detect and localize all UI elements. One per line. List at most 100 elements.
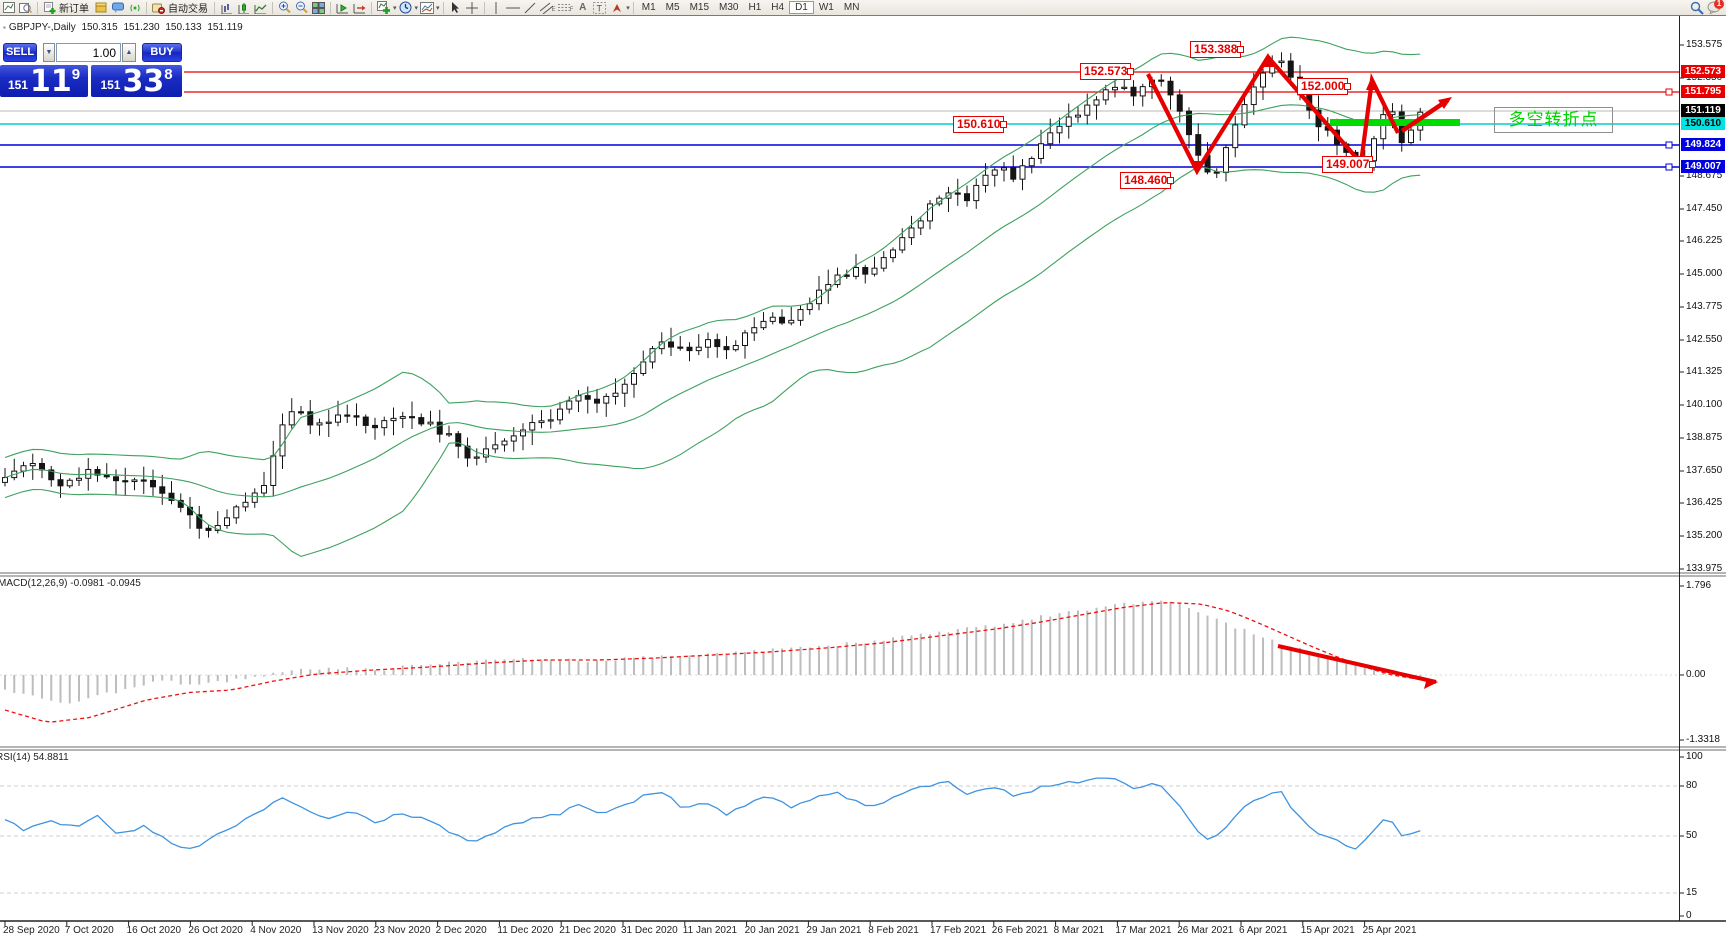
- buy-price-box[interactable]: 151 33 8: [91, 65, 182, 97]
- new-order-icon[interactable]: [41, 1, 58, 15]
- new-order-button[interactable]: 新订单: [59, 4, 89, 15]
- date-tick-label: 13 Nov 2020: [312, 925, 369, 936]
- line-handle: [1665, 88, 1673, 96]
- timeframe-button-m15[interactable]: M15: [689, 2, 710, 13]
- trend-zigzag: [1146, 53, 1400, 176]
- callout-handle[interactable]: [1000, 121, 1008, 128]
- macd-signal-line: [4, 602, 1421, 723]
- rsi-axis-label: 80: [1686, 780, 1698, 791]
- volume-input[interactable]: [56, 43, 121, 62]
- timeframe-button-w1[interactable]: W1: [818, 2, 834, 13]
- timeframe-button-h4[interactable]: H4: [771, 2, 785, 13]
- line-chart-icon[interactable]: [252, 1, 269, 15]
- price-badge: 151.119: [1681, 104, 1725, 117]
- callout-handle[interactable]: [1127, 68, 1135, 75]
- date-tick-label: 17 Mar 2021: [1115, 925, 1172, 936]
- date-tick-label: 23 Nov 2020: [373, 925, 431, 936]
- date-tick-label: 26 Feb 2021: [991, 925, 1048, 936]
- chart-window-icon[interactable]: [0, 1, 17, 15]
- chart-shift-icon[interactable]: [351, 1, 368, 15]
- timeframe-button-m5[interactable]: M5: [665, 2, 680, 13]
- sell-price-box[interactable]: 151 11 9: [0, 65, 88, 97]
- bar-chart-icon[interactable]: [218, 1, 235, 15]
- price-tick-label: 135.200: [1686, 530, 1723, 541]
- price-callout-object[interactable]: 148.460: [1120, 172, 1175, 189]
- toolbar-separator: [632, 1, 634, 14]
- equidistant-channel-icon[interactable]: E: [539, 1, 557, 15]
- date-tick-label: 28 Sep 2020: [3, 925, 60, 936]
- zoom-in-icon[interactable]: [276, 1, 293, 15]
- date-tick-label: 11 Jan 2021: [682, 925, 738, 936]
- add-indicator-icon[interactable]: [375, 1, 392, 15]
- templates-icon[interactable]: [418, 1, 435, 15]
- autotrade-button[interactable]: 自动交易: [168, 4, 208, 15]
- chart-preview-icon[interactable]: [17, 1, 34, 15]
- search-icon[interactable]: [1688, 1, 1705, 15]
- price-badge: 149.007: [1681, 160, 1725, 173]
- zigzag-arrowhead: [1191, 161, 1203, 175]
- buy-price-sup: 8: [164, 66, 173, 83]
- timeframe-button-h1[interactable]: H1: [748, 2, 762, 13]
- price-tick-label: 142.550: [1686, 334, 1723, 345]
- timeframe-button-mn[interactable]: MN: [843, 2, 860, 13]
- auto-scroll-icon[interactable]: [334, 1, 351, 15]
- text-tool-icon[interactable]: A: [579, 2, 587, 13]
- notification-count-badge: 1: [1714, 0, 1724, 9]
- crosshair-icon[interactable]: [464, 1, 481, 15]
- callout-handle[interactable]: [1237, 46, 1245, 53]
- cursor-icon[interactable]: [447, 1, 464, 15]
- buy-button[interactable]: BUY: [142, 43, 182, 62]
- symbol-name: GBPJPY-,Daily: [8, 22, 76, 33]
- arrows-dropdown-icon[interactable]: ▾: [626, 4, 630, 12]
- tile-windows-icon[interactable]: [310, 1, 327, 15]
- community-chat-icon[interactable]: [109, 1, 126, 15]
- sell-button[interactable]: SELL: [3, 43, 37, 62]
- periods-clock-icon[interactable]: [397, 1, 414, 15]
- volume-up-stepper[interactable]: ▲: [122, 43, 136, 62]
- notifications-icon[interactable]: 1: [1705, 0, 1724, 15]
- callout-handle[interactable]: [1167, 177, 1175, 184]
- signal-icon[interactable]: [126, 1, 143, 15]
- candles-layer: [2, 36, 1424, 558]
- templates-dropdown-icon[interactable]: ▾: [436, 4, 440, 12]
- callout-handle[interactable]: [1369, 161, 1377, 168]
- price-badge: 152.573: [1681, 65, 1725, 78]
- vertical-line-icon[interactable]: [488, 1, 505, 15]
- timeframe-button-d1[interactable]: D1: [789, 1, 814, 14]
- date-tick-label: 29 Jan 2021: [806, 925, 862, 936]
- bollinger-band: [4, 36, 1421, 461]
- macd-layer: [0, 600, 1679, 723]
- date-tick-label: 17 Feb 2021: [930, 925, 987, 936]
- price-callout-object[interactable]: 150.610: [953, 116, 1008, 133]
- date-tick-label: 25 Apr 2021: [1362, 925, 1417, 936]
- price-callout-object[interactable]: 152.000: [1297, 78, 1352, 95]
- volume-down-stepper[interactable]: ▼: [43, 43, 55, 62]
- history-box-icon[interactable]: [92, 1, 109, 15]
- macd-signal-value: -0.0945: [106, 578, 141, 589]
- toolbar-separator: [483, 1, 485, 14]
- price-badge: 150.610: [1681, 117, 1725, 130]
- price-callout-object[interactable]: 152.573: [1080, 63, 1135, 80]
- price-tick-label: 138.875: [1686, 432, 1723, 443]
- add-indicator-dropdown-icon[interactable]: ▾: [393, 4, 397, 12]
- timeframe-button-m1[interactable]: M1: [641, 2, 656, 13]
- fibonacci-icon[interactable]: F: [557, 1, 575, 15]
- periods-dropdown-icon[interactable]: ▾: [414, 4, 419, 12]
- date-tick-label: 21 Dec 2020: [559, 925, 616, 936]
- candlestick-chart-icon[interactable]: [235, 1, 252, 15]
- callout-handle[interactable]: [1344, 83, 1352, 90]
- annotation-text-object[interactable]: 多空转折点: [1494, 107, 1613, 133]
- price-callout-object[interactable]: 149.007: [1322, 156, 1377, 173]
- horizontal-line-icon[interactable]: [505, 1, 522, 15]
- trendline-icon[interactable]: [522, 1, 539, 15]
- price-callout-object[interactable]: 153.388: [1190, 41, 1245, 58]
- text-label-tool-icon[interactable]: T: [591, 1, 608, 15]
- price-tick-label: 146.225: [1686, 235, 1723, 246]
- rsi-value: 54.8811: [33, 752, 69, 763]
- arrows-tool-icon[interactable]: [608, 1, 625, 15]
- timeframe-button-m30[interactable]: M30: [719, 2, 739, 13]
- autotrade-toggle-icon[interactable]: [150, 1, 167, 15]
- zoom-out-icon[interactable]: [293, 1, 310, 15]
